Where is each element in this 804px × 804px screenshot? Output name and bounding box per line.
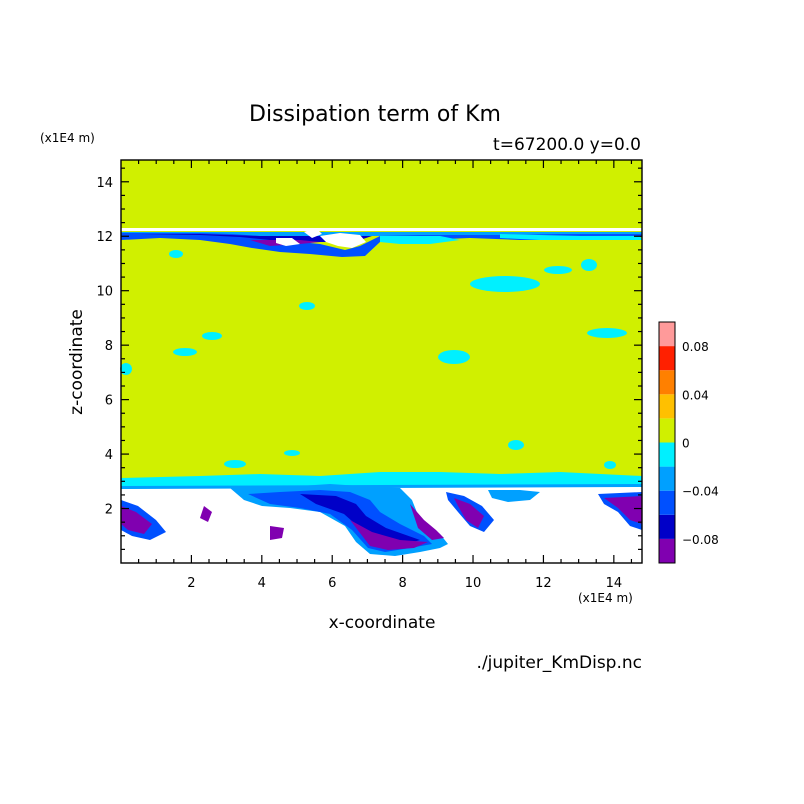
- colorbar-band: [659, 514, 675, 539]
- x-tick-label: 14: [606, 576, 623, 591]
- y-axis-label: z-coordinate: [67, 309, 87, 415]
- colorbar: [658, 321, 676, 564]
- y-tick-label: 14: [96, 176, 113, 191]
- scattered-blobs: [120, 250, 627, 469]
- colorbar-band: [659, 346, 675, 371]
- lower-boundary-layer: [120, 472, 642, 563]
- x-tick-labels: 2 4 6 8 10 12 14: [187, 576, 622, 591]
- colorbar-band: [659, 466, 675, 491]
- x-tick-label: 6: [328, 576, 336, 591]
- x-unit-label: (x1E4 m): [578, 591, 633, 605]
- upper-boundary-layer: [121, 228, 642, 257]
- x-tick-label: 10: [465, 576, 482, 591]
- colorbar-tick-label: −0.04: [682, 485, 719, 499]
- source-filename: ./jupiter_KmDisp.nc: [477, 653, 642, 673]
- y-tick-label: 4: [105, 448, 113, 463]
- x-tick-label: 2: [187, 576, 195, 591]
- y-tick-label: 8: [105, 339, 113, 354]
- colorbar-tick-label: 0.04: [682, 388, 709, 402]
- y-tick-label: 10: [96, 285, 113, 300]
- y-tick-label: 6: [105, 394, 113, 409]
- y-tick-label: 2: [105, 503, 113, 518]
- tick-marks: [121, 160, 642, 563]
- colorbar-tick-label: −0.08: [682, 533, 719, 547]
- plot-frame: [120, 159, 643, 564]
- y-tick-label: 12: [96, 230, 113, 245]
- colorbar-band: [659, 394, 675, 419]
- x-tick-label: 8: [398, 576, 406, 591]
- colorbar-band: [659, 442, 675, 467]
- colorbar-band: [659, 370, 675, 395]
- colorbar-tick-labels: 0.08 0.04 0 −0.04 −0.08: [682, 340, 719, 547]
- y-unit-label: (x1E4 m): [40, 131, 95, 145]
- colorbar-tick-label: 0.08: [682, 340, 709, 354]
- y-tick-labels: 2 4 6 8 10 12 14: [96, 176, 113, 518]
- colorbar-band: [659, 538, 675, 563]
- x-tick-label: 4: [258, 576, 266, 591]
- chart-title: Dissipation term of Km: [249, 102, 501, 127]
- colorbar-band: [659, 418, 675, 443]
- colorbar-frame: [658, 321, 676, 564]
- colorbar-band: [659, 322, 675, 347]
- chart-subtitle: t=67200.0 y=0.0: [493, 135, 641, 155]
- x-tick-label: 12: [535, 576, 552, 591]
- colorbar-band: [659, 490, 675, 515]
- colorbar-tick-label: 0: [682, 437, 690, 451]
- plot-area: [120, 159, 643, 564]
- x-axis-label: x-coordinate: [329, 613, 436, 633]
